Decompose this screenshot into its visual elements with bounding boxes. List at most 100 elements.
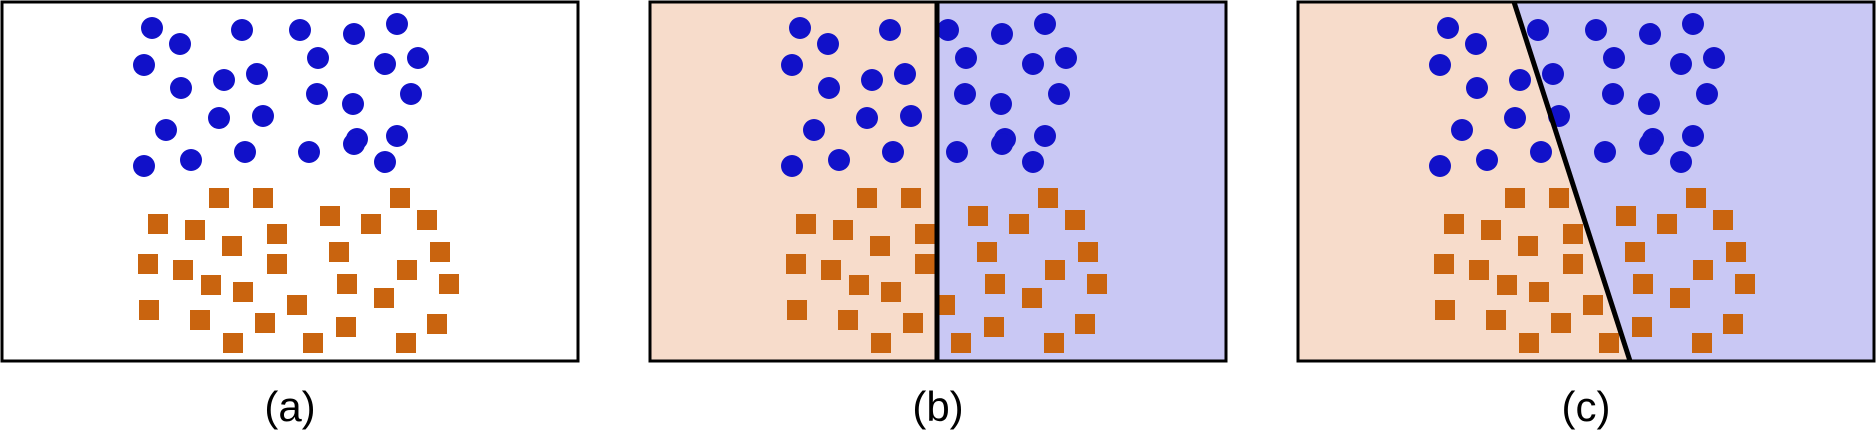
panel-c-circle-27 (1670, 151, 1692, 173)
panel-b-square-1 (857, 188, 877, 208)
panel-a-square-15 (267, 254, 287, 274)
panel-c-circle-6 (1465, 33, 1487, 55)
panel-b-square-7 (1009, 214, 1029, 234)
panel-b-square-20 (1022, 288, 1042, 308)
panel-b-square-17 (849, 275, 869, 295)
panel-c-left-region (1298, 2, 1630, 361)
panel-a-square-26 (336, 317, 356, 337)
panel-c-square-29 (1599, 333, 1619, 353)
panel-c-circle-4 (1639, 23, 1661, 45)
panel-a-square-13 (138, 254, 158, 274)
panel-c-circle-14 (1602, 83, 1624, 105)
panel-c-circle-17 (1504, 107, 1526, 129)
panel-a-square-12 (430, 242, 450, 262)
panel-c-circle-2 (1527, 19, 1549, 41)
panel-b-square-10 (870, 236, 890, 256)
panel-a-circle-4 (343, 23, 365, 45)
panel-c-square-5 (1481, 220, 1501, 240)
panel-c-square-23 (1583, 295, 1603, 315)
panel-b-square-5 (833, 220, 853, 240)
panel-a-square-19 (337, 274, 357, 294)
panel-b-square-3 (1038, 188, 1058, 208)
panel-c-circle-12 (1509, 69, 1531, 91)
panel-b-circle-13 (894, 63, 916, 85)
panel-b-square-22 (787, 300, 807, 320)
panel-a-square-14 (173, 260, 193, 280)
panel-a-circle-7 (133, 54, 155, 76)
panel-c-square-16 (1693, 260, 1713, 280)
panel-c-square-26 (1632, 317, 1652, 337)
panel-b-square-26 (984, 317, 1004, 337)
panel-a-markers (133, 13, 459, 353)
panel-a-square-20 (374, 288, 394, 308)
panel-b-markers (781, 13, 1107, 353)
panel-a-square-6 (320, 206, 340, 226)
panel-c-circle-15 (1638, 93, 1660, 115)
panel-c-square-14 (1469, 260, 1489, 280)
panel-b-square-30 (1044, 333, 1064, 353)
panel-a-square-21 (439, 274, 459, 294)
panel-a-circle-6 (169, 33, 191, 55)
panel-a-square-23 (287, 295, 307, 315)
panel-b-circle-24 (882, 141, 904, 163)
panel-b-circle-23 (828, 149, 850, 171)
panel-a-square-3 (390, 188, 410, 208)
panel-c-square-22 (1435, 300, 1455, 320)
panel-c-circle-23 (1476, 149, 1498, 171)
panel-b-circle-27 (1022, 151, 1044, 173)
panel-b-circle-6 (817, 33, 839, 55)
panel-c-circle-25 (1594, 141, 1616, 163)
panel-b-square-13 (786, 254, 806, 274)
panel-c-circle-9 (1670, 53, 1692, 75)
panel-c-circle-8 (1603, 47, 1625, 69)
panel-a-circle-22 (133, 155, 155, 177)
panel-b-square-16 (1045, 260, 1065, 280)
panel-c-square-8 (1713, 210, 1733, 230)
panel-b-square-27 (1075, 314, 1095, 334)
panel-b-square-24 (838, 310, 858, 330)
panel-c-circle-13 (1542, 63, 1564, 85)
panel-b-circle-11 (818, 77, 840, 99)
panel-a-square-7 (361, 214, 381, 234)
panel-a-circle-26 (343, 133, 365, 155)
panel-a-circle-16 (400, 83, 422, 105)
panel-b-square-12 (1078, 242, 1098, 262)
panel-c-circle-26 (1639, 133, 1661, 155)
panel-a-square-29 (303, 333, 323, 353)
panel-a-border (0, 0, 580, 363)
panel-b-circle-18 (900, 105, 922, 127)
panel-a-square-27 (427, 314, 447, 334)
panel-a-square-30 (396, 333, 416, 353)
panel-c-decision-boundary (1511, 1, 1633, 362)
panel-b-right-region (938, 2, 1226, 361)
panel-a-circle-14 (306, 83, 328, 105)
panel-a-circle-5 (386, 13, 408, 35)
panel-b-circle-14 (954, 83, 976, 105)
panel-a-square-1 (209, 188, 229, 208)
panel-c-square-18 (1529, 282, 1549, 302)
panel-a-square-28 (223, 333, 243, 353)
panel-a-circle-15 (342, 93, 364, 115)
panel-a-square-18 (233, 282, 253, 302)
panel-a-square-8 (417, 210, 437, 230)
panel-b-circle-17 (856, 107, 878, 129)
panel-c-square-19 (1633, 274, 1653, 294)
panel-b-circle-15 (990, 93, 1012, 115)
panel-a-square-22 (139, 300, 159, 320)
panel-a-square-5 (185, 220, 205, 240)
panel-a-square-10 (222, 236, 242, 256)
panel-c-border (1296, 0, 1876, 363)
panel-a-square-17 (201, 275, 221, 295)
panel-a-square-2 (253, 188, 273, 208)
panel-c-circle-24 (1530, 141, 1552, 163)
panel-c-square-25 (1551, 313, 1571, 333)
panel-b-square-6 (968, 206, 988, 226)
panel-a-circle-18 (252, 105, 274, 127)
panel-b-square-2 (901, 188, 921, 208)
panel-c-square-15 (1563, 254, 1583, 274)
panel-a-square-16 (397, 260, 417, 280)
panel-a-circle-17 (208, 107, 230, 129)
panel-c-circle-21 (1682, 125, 1704, 147)
panel-b-circle-7 (781, 54, 803, 76)
panel-a-circle-19 (155, 119, 177, 141)
